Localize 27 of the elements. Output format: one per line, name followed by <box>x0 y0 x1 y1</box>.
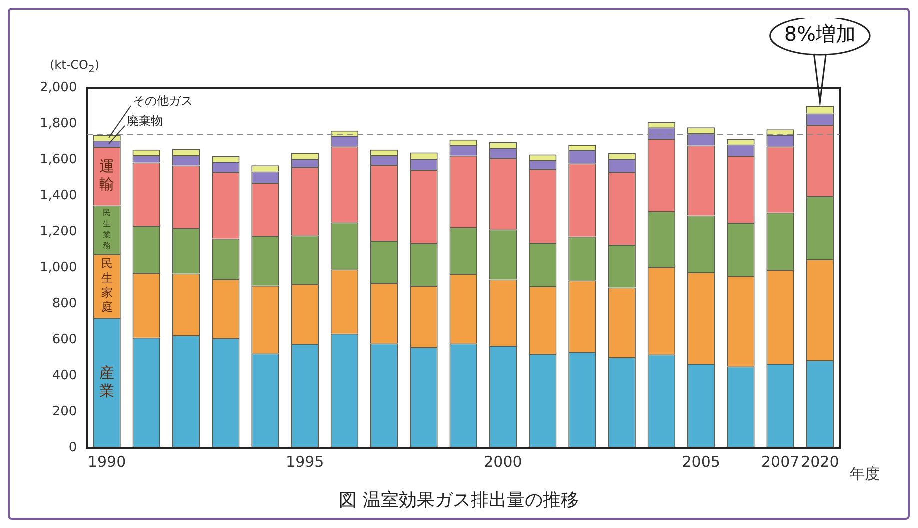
text: 図 温室効果ガス排出量の推移 <box>338 489 580 512</box>
x-axis-title: 年度 <box>850 465 880 484</box>
y-tick-label: 800 <box>52 296 78 312</box>
y-tick-label: 1,400 <box>40 188 78 204</box>
y-tick-label: 1,200 <box>40 224 78 240</box>
series-label: 運輸 <box>100 157 115 194</box>
text: その他ガス <box>133 94 194 108</box>
x-tick-label: 2005 <box>682 452 720 471</box>
x-tick-label: 2000 <box>484 452 522 471</box>
y-axis-title: (kt-CO$_{2}$) <box>50 58 100 76</box>
x-tick-label: 2007 <box>761 452 800 471</box>
series-label: 民生業務 <box>103 208 112 251</box>
y-tick-label: 1,000 <box>40 260 78 276</box>
y-tick-label: 1,600 <box>40 152 78 168</box>
x-tick-label: 1990 <box>88 452 126 471</box>
series-label: 廃棄物 <box>127 114 164 128</box>
y-tick-label: 600 <box>52 332 78 348</box>
y-tick-label: 2,000 <box>40 80 78 96</box>
series-label: 産業 <box>100 364 115 400</box>
x-tick-label: 1995 <box>286 452 324 471</box>
x-tick-label: 2020 <box>801 452 840 471</box>
annotation: 8%増加 <box>784 22 856 46</box>
y-tick-label: 0 <box>68 440 78 456</box>
series-label: 民生家庭 <box>102 256 113 314</box>
y-tick-label: 1,800 <box>40 116 78 132</box>
y-tick-label: 400 <box>52 368 78 384</box>
y-tick-label: 200 <box>52 404 78 420</box>
